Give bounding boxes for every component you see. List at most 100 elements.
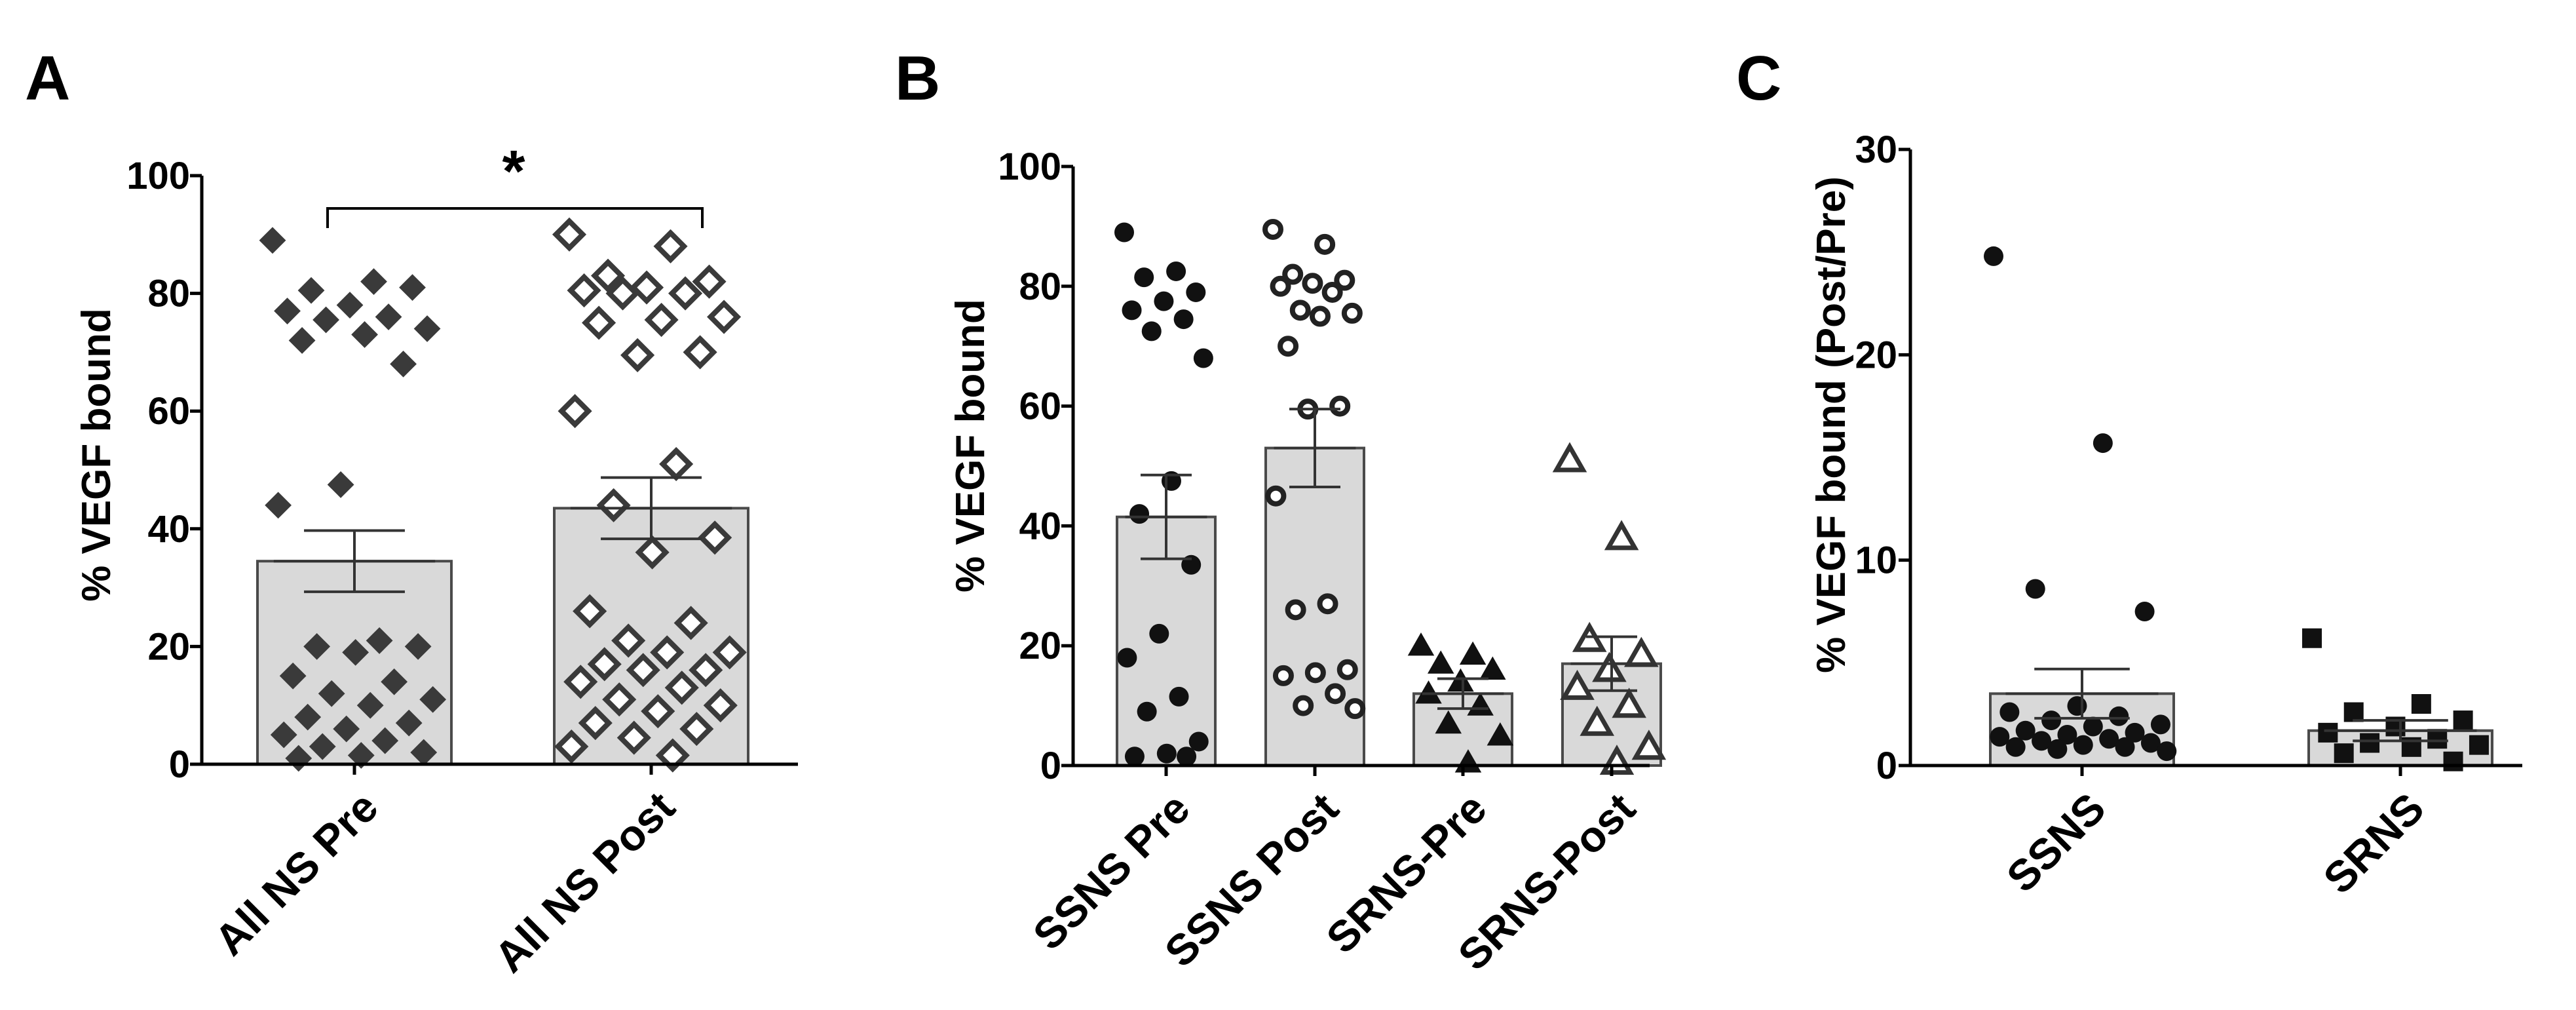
panel-b-point-srns-pre <box>1407 632 1435 656</box>
panel-b-point-ssns-pre <box>1188 731 1209 752</box>
panel-b-point-srns-pre <box>1479 656 1506 680</box>
panel-c-point-ssns <box>2140 733 2161 753</box>
panel-a-point-all-ns-post <box>616 720 651 755</box>
panel-a-point-all-ns-post <box>578 706 613 741</box>
panel-a-point-all-ns-post <box>558 394 592 429</box>
panel-c-point-srns <box>2443 751 2463 771</box>
panel-b-y-tick-label: 0 <box>1040 745 1061 787</box>
panel-a-point-all-ns-pre <box>410 739 438 766</box>
panel-b-point-srns-post <box>1560 669 1595 700</box>
panel-c-point-ssns <box>2067 696 2087 716</box>
panel-a-category-label-all-ns-post: All NS Post <box>485 783 684 982</box>
panel-b-point-ssns-post <box>1265 485 1287 507</box>
panel-c-point-srns <box>2469 735 2489 755</box>
panel-a-point-all-ns-post <box>602 682 637 717</box>
panel-a-point-all-ns-post <box>554 729 589 764</box>
panel-a-point-all-ns-pre <box>279 662 307 690</box>
panel-c-point-ssns <box>2109 706 2129 726</box>
panel-b-point-ssns-post <box>1341 302 1363 324</box>
panel-a-point-all-ns-pre <box>303 633 331 660</box>
panel-b-point-ssns-post <box>1321 281 1343 303</box>
panel-c-point-ssns <box>2015 720 2036 741</box>
panel-a-y-tick-label: 40 <box>147 508 190 551</box>
panel-c-point-srns <box>2411 694 2431 714</box>
panel-a-category-label-all-ns-pre: All NS Pre <box>205 783 387 965</box>
panel-a-point-all-ns-post <box>596 488 631 522</box>
panel-b-point-srns-post <box>1572 621 1607 652</box>
panel-c-plot-area: 0 10 20 30 SSNS SRNS <box>1855 128 2522 903</box>
panel-b-point-srns-pre <box>1487 722 1514 746</box>
panel-b-point-ssns-post <box>1304 662 1326 684</box>
panel-a-point-all-ns-pre <box>390 350 417 378</box>
panel-b-point-srns-pre <box>1447 668 1474 692</box>
panel-a-y-tick-label: 20 <box>147 625 190 668</box>
panel-b-point-ssns-post <box>1344 698 1366 720</box>
panel-a-point-all-ns-post <box>653 229 688 263</box>
panel-b-y-tick-label: 60 <box>1019 385 1061 428</box>
panel-b-point-ssns-pre <box>1117 648 1137 668</box>
panel-b-point-ssns-pre <box>1154 291 1174 311</box>
panel-b-point-ssns-pre <box>1124 747 1145 767</box>
panel-b-point-ssns-pre <box>1169 686 1189 707</box>
panel-a-point-all-ns-pre <box>413 315 441 342</box>
panel-a-point-all-ns-post <box>567 273 601 308</box>
panel-a-point-all-ns-post <box>703 688 738 723</box>
panel-a-point-all-ns-post <box>683 335 717 370</box>
panel-b-point-ssns-post <box>1329 395 1351 417</box>
panel-b-point-ssns-pre <box>1186 282 1206 302</box>
panel-a-point-all-ns-post <box>641 694 675 729</box>
panel-b-point-srns-post <box>1631 729 1667 760</box>
panel-c-point-ssns <box>2025 579 2045 599</box>
panel-b-point-srns-post <box>1580 705 1615 736</box>
panel-c-point-srns <box>2343 702 2364 722</box>
panel-a-y-tick-label: 100 <box>126 155 190 197</box>
panel-a-point-all-ns-pre <box>288 327 316 354</box>
panel-a-point-all-ns-pre <box>347 742 375 769</box>
panel-c-point-ssns <box>2093 433 2113 454</box>
panel-b-point-ssns-pre <box>1177 747 1197 767</box>
significance-star: * <box>502 139 525 204</box>
panel-letter-c: C <box>1736 43 1781 113</box>
panel-a-point-all-ns-pre <box>333 715 360 743</box>
panel-a-point-all-ns-pre <box>313 306 339 334</box>
panel-a-point-all-ns-pre <box>294 703 322 731</box>
panel-b-point-ssns-post <box>1270 275 1291 297</box>
panel-b-point-srns-post <box>1612 688 1646 718</box>
panel-b-point-ssns-pre <box>1149 623 1169 644</box>
panel-c-point-ssns <box>2032 731 2052 751</box>
panel-c-point-srns <box>2453 710 2473 731</box>
panel-a-point-all-ns-post <box>629 270 664 305</box>
panel-a-point-all-ns-pre <box>375 303 402 330</box>
panel-a-point-all-ns-post <box>563 665 598 699</box>
panel-b-point-ssns-pre <box>1141 321 1162 341</box>
panel-a-point-all-ns-pre <box>265 492 292 519</box>
panel-b-point-ssns-post <box>1278 336 1299 357</box>
panel-c-point-ssns <box>2005 737 2026 757</box>
panel-b-point-ssns-post <box>1309 305 1331 327</box>
panel-a-y-axis-title: % VEGF bound <box>74 308 119 602</box>
panel-b-y-tick-label: 80 <box>1019 265 1061 308</box>
panel-c-y-tick-label: 30 <box>1855 128 1897 171</box>
panel-c-chart: % VEGF bound (Post/Pre) 0 10 20 30 SSNS SRNS <box>1809 128 2522 903</box>
panel-b-point-ssns-post <box>1262 218 1283 240</box>
panel-c-point-ssns <box>2115 737 2135 757</box>
panel-a-point-all-ns-pre <box>342 638 369 666</box>
panel-c-point-srns <box>2427 729 2448 749</box>
panel-a-point-all-ns-pre <box>327 471 354 498</box>
panel-b-point-srns-pre <box>1435 710 1462 734</box>
panel-a-plot-area: 0 20 40 60 80 100 All NS Pre All NS Post <box>126 155 798 981</box>
panel-a-error-bar-all-ns-pre <box>273 529 436 593</box>
panel-b-point-srns-pre <box>1459 641 1487 665</box>
panel-a-point-all-ns-pre <box>419 686 447 713</box>
panel-c-y-axis-title: % VEGF bound (Post/Pre) <box>1809 176 1854 673</box>
panel-c-point-srns <box>2318 722 2338 743</box>
panel-c-point-srns <box>2334 743 2354 764</box>
panel-a-point-all-ns-post <box>590 258 626 293</box>
panel-a-point-all-ns-post <box>673 606 708 640</box>
panel-b-point-ssns-pre <box>1137 701 1157 722</box>
panel-b-point-ssns-post <box>1325 683 1346 705</box>
panel-b-point-srns-pre <box>1427 650 1454 674</box>
